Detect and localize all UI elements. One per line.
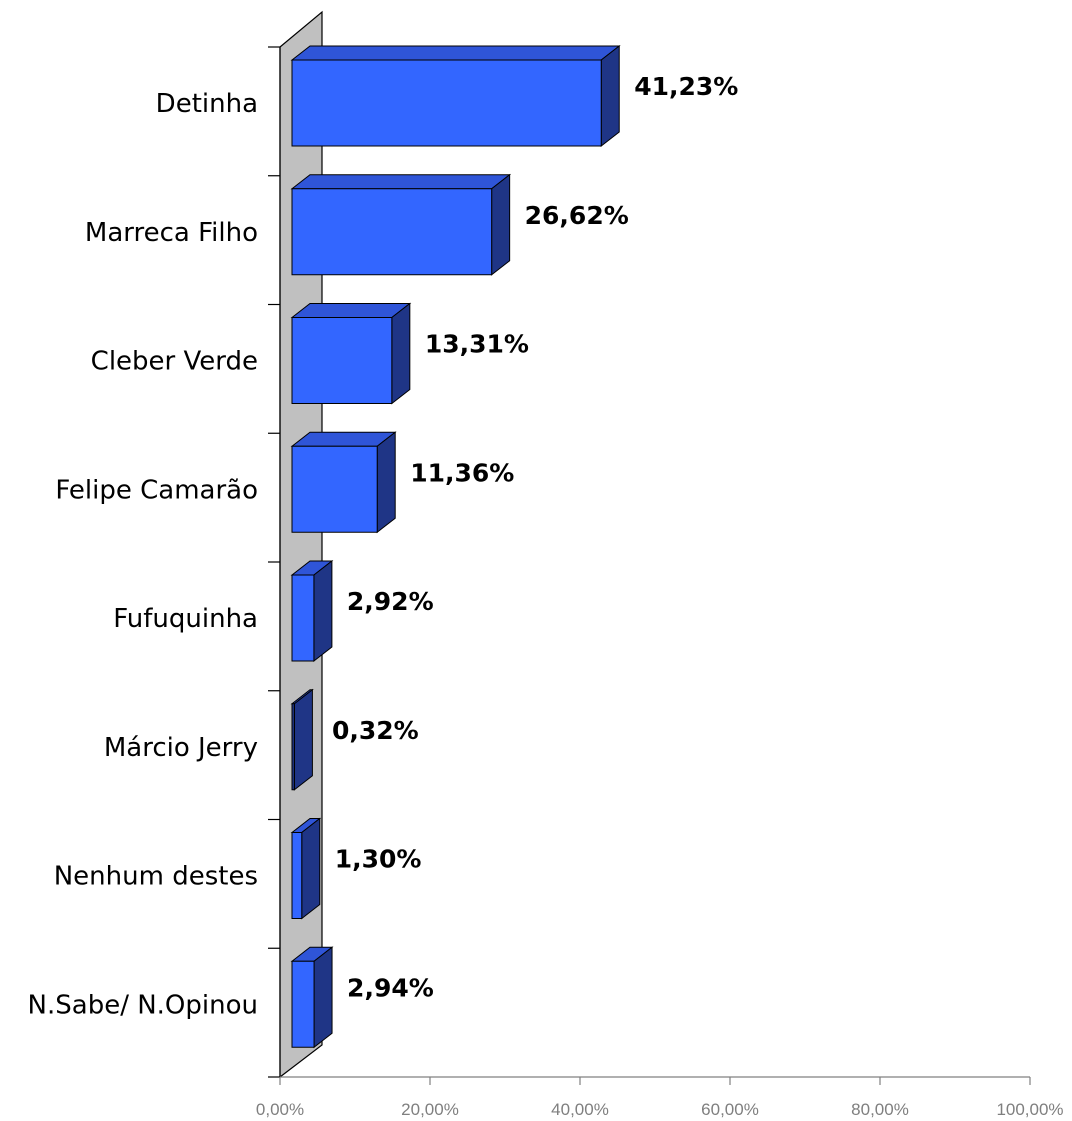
bar bbox=[291, 703, 295, 791]
x-tick-label: 40,00% bbox=[551, 1100, 609, 1119]
bar-top bbox=[290, 45, 621, 61]
bar-side bbox=[301, 817, 321, 920]
x-tick-label: 100,00% bbox=[996, 1100, 1063, 1119]
bar bbox=[291, 960, 315, 1048]
category-label: Felipe Camarão bbox=[55, 475, 258, 505]
x-tick-label: 20,00% bbox=[401, 1100, 459, 1119]
category-label: Nenhum destes bbox=[54, 862, 258, 892]
category-label: Marreca Filho bbox=[85, 218, 258, 248]
data-label: 2,94% bbox=[347, 973, 434, 1002]
data-label: 41,23% bbox=[634, 72, 738, 101]
bar-side bbox=[600, 44, 620, 148]
category-label: N.Sabe/ N.Opinou bbox=[28, 990, 258, 1020]
bar bbox=[291, 574, 315, 662]
category-label: Cleber Verde bbox=[91, 347, 258, 377]
x-tick-label: 80,00% bbox=[851, 1100, 909, 1119]
bar-side bbox=[313, 559, 333, 663]
category-label: Márcio Jerry bbox=[104, 733, 258, 763]
bar bbox=[291, 832, 303, 919]
bar bbox=[291, 59, 602, 147]
data-label: 26,62% bbox=[525, 201, 629, 230]
bar-side bbox=[376, 431, 396, 534]
x-tick-label: 0,00% bbox=[256, 1100, 304, 1119]
bar bbox=[291, 445, 378, 533]
bar-side bbox=[491, 173, 511, 276]
bar-side bbox=[313, 946, 333, 1049]
data-label: 0,32% bbox=[332, 716, 419, 745]
bar-side bbox=[391, 302, 411, 405]
bar bbox=[291, 317, 393, 404]
bar-top bbox=[290, 174, 512, 190]
x-tick-label: 60,00% bbox=[701, 1100, 759, 1119]
bar bbox=[291, 188, 493, 276]
data-label: 11,36% bbox=[410, 458, 514, 487]
bar-top bbox=[290, 303, 412, 318]
category-label: Fufuquinha bbox=[113, 604, 258, 634]
data-label: 1,30% bbox=[335, 845, 422, 874]
data-label: 13,31% bbox=[425, 330, 529, 359]
category-label: Detinha bbox=[156, 89, 258, 119]
bar-side bbox=[293, 688, 313, 791]
data-label: 2,92% bbox=[347, 587, 434, 616]
